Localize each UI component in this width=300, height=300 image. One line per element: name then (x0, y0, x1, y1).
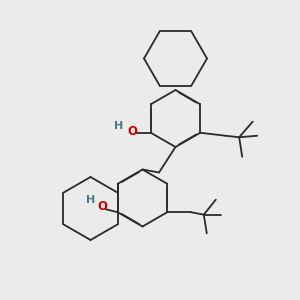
Text: O: O (128, 125, 138, 138)
Text: O: O (98, 200, 108, 213)
Text: H: H (114, 121, 123, 131)
Text: H: H (85, 195, 95, 205)
